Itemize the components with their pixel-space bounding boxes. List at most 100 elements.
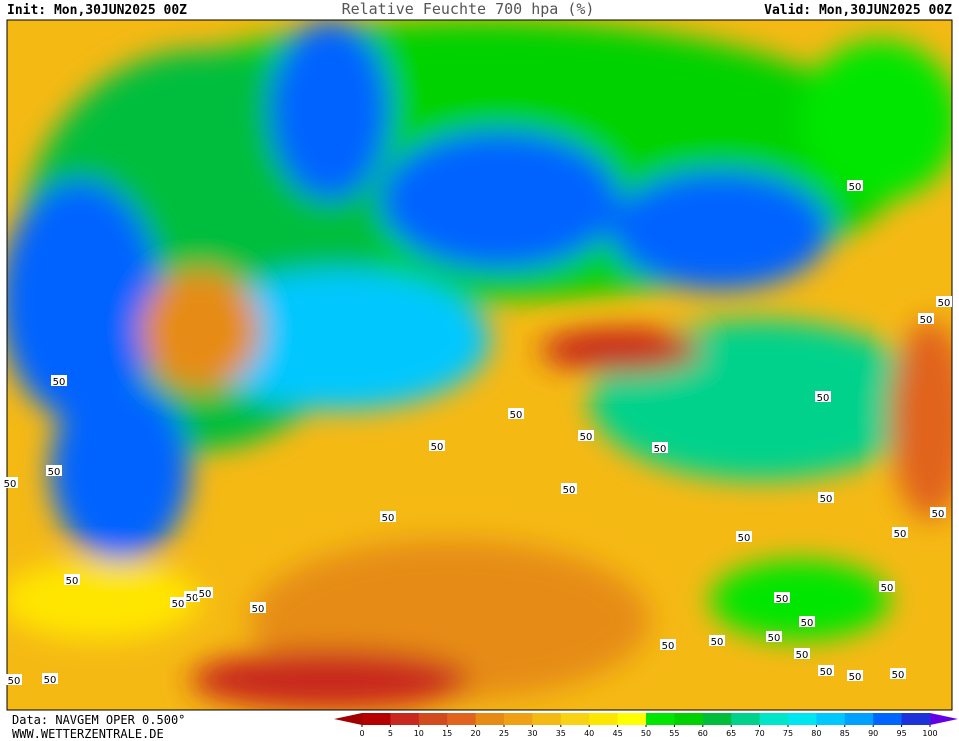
- contour-label-bg: [51, 375, 67, 386]
- contour-label-bg: [918, 313, 934, 324]
- contour-label-bg: [774, 592, 790, 603]
- colorbar-under: [334, 713, 362, 725]
- colorbar-tick-label: 60: [698, 729, 708, 738]
- colorbar-bin: [731, 713, 761, 725]
- colorbar-bin: [702, 713, 732, 725]
- contour-label-bg: [736, 531, 752, 542]
- contour-label: 50: [849, 182, 862, 193]
- contour-label: 50: [662, 641, 675, 652]
- colorbar-bin: [759, 713, 789, 725]
- colorbar-bin: [873, 713, 903, 725]
- colorbar-tick-label: 55: [669, 729, 679, 738]
- colorbar-tick-label: 75: [783, 729, 793, 738]
- contour-label: 50: [801, 618, 814, 629]
- contour-label-bg: [508, 408, 524, 419]
- colorbar-bin: [362, 713, 391, 725]
- contour-label-bg: [890, 668, 906, 679]
- contour-label: 50: [768, 633, 781, 644]
- contour-label: 50: [4, 479, 17, 490]
- colorbar-tick-label: 80: [811, 729, 821, 738]
- contour-label: 50: [932, 509, 945, 520]
- valid-time: Valid: Mon,30JUN2025 00Z: [764, 3, 952, 18]
- contour-label: 50: [938, 298, 951, 309]
- colorbar-tick-label: 0: [359, 729, 364, 738]
- contour-label: 50: [849, 672, 862, 683]
- colorbar-tick-label: 30: [527, 729, 537, 738]
- contour-label-bg: [46, 465, 62, 476]
- contour-label-bg: [561, 483, 577, 494]
- colorbar-bin: [901, 713, 931, 725]
- contour-label: 50: [563, 485, 576, 496]
- contour-label-bg: [42, 673, 58, 684]
- contour-label: 50: [796, 650, 809, 661]
- contour-label-bg: [64, 574, 80, 585]
- contour-label: 50: [8, 676, 21, 687]
- colorbar-bin: [504, 713, 533, 725]
- contour-label: 50: [48, 467, 61, 478]
- contour-label-bg: [936, 296, 952, 307]
- contour-label-bg: [818, 492, 834, 503]
- contour-label-bg: [184, 591, 200, 602]
- contour-label: 50: [66, 576, 79, 587]
- colorbar-bin: [589, 713, 619, 725]
- colorbar-bin: [560, 713, 590, 725]
- colorbar-tick-label: 20: [471, 729, 481, 738]
- colorbar-bin: [674, 713, 704, 725]
- contour-label: 50: [580, 432, 593, 443]
- contour-label-bg: [766, 631, 782, 642]
- colorbar-tick-label: 5: [388, 729, 393, 738]
- contour-label-bg: [250, 602, 266, 613]
- map-field: [7, 20, 952, 710]
- contour-label-bg: [815, 391, 831, 402]
- contour-label: 50: [431, 442, 444, 453]
- contour-label: 50: [199, 589, 212, 600]
- contour-label-bg: [6, 674, 22, 685]
- colorbar-tick-label: 15: [442, 729, 452, 738]
- colorbar-tick-label: 45: [613, 729, 623, 738]
- colorbar-tick-label: 40: [584, 729, 594, 738]
- colorbar-tick-label: 25: [499, 729, 509, 738]
- contour-label-bg: [170, 597, 186, 608]
- contour-label: 50: [44, 675, 57, 686]
- colorbar-tick-label: 35: [556, 729, 566, 738]
- colorbar-bin: [646, 713, 675, 725]
- contour-label: 50: [382, 513, 395, 524]
- map-frame: [6, 19, 953, 711]
- contour-label: 50: [881, 583, 894, 594]
- colorbar-tick-label: 65: [726, 729, 736, 738]
- contour-label-bg: [892, 527, 908, 538]
- contour-label-bg: [879, 581, 895, 592]
- colorbar-bin: [418, 713, 448, 725]
- colorbar-bin: [390, 713, 420, 725]
- contour-label: 50: [654, 444, 667, 455]
- map-title: Relative Feuchte 700 hpa (%): [342, 0, 595, 18]
- contour-label-bg: [197, 587, 213, 598]
- contour-label-bg: [930, 507, 946, 518]
- colorbar-bin: [788, 713, 817, 725]
- contour-label-bg: [847, 180, 863, 191]
- contour-label: 50: [252, 604, 265, 615]
- colorbar-tick-label: 90: [868, 729, 878, 738]
- colorbar-bin: [844, 713, 874, 725]
- colorbar-over: [930, 713, 958, 725]
- contour-label-bg: [578, 430, 594, 441]
- contour-label-bg: [847, 670, 863, 681]
- colorbar-tick-label: 85: [840, 729, 850, 738]
- colorbar-bin: [475, 713, 505, 725]
- colorbar-tick-label: 10: [414, 729, 424, 738]
- init-time: Init: Mon,30JUN2025 00Z: [7, 3, 187, 18]
- colorbar-bin: [816, 713, 846, 725]
- colorbar-tick-label: 70: [755, 729, 765, 738]
- contour-label: 50: [817, 393, 830, 404]
- contour-label-bg: [799, 616, 815, 627]
- colorbar-bin: [447, 713, 477, 725]
- contour-label-bg: [660, 639, 676, 650]
- contour-label-bg: [429, 440, 445, 451]
- contour-label-bg: [794, 648, 810, 659]
- contour-label: 50: [776, 594, 789, 605]
- contour-label: 50: [920, 315, 933, 326]
- website: WWW.WETTERZENTRALE.DE: [12, 727, 164, 741]
- colorbar-tick-label: 100: [922, 729, 937, 738]
